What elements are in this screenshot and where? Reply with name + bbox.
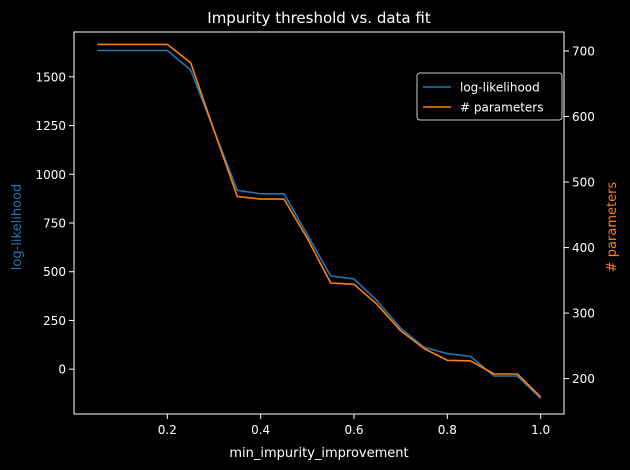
series-line-parameters	[97, 43, 542, 398]
legend: log-likelihood # parameters	[416, 72, 563, 121]
y-left-tick-label: 250	[43, 314, 66, 328]
legend-label: log-likelihood	[460, 81, 540, 95]
x-axis: 0.2 0.4 0.6 0.8 1.0	[158, 414, 550, 437]
y-right-tick-label: 200	[572, 372, 595, 386]
x-tick-label: 0.8	[438, 423, 457, 437]
y-axis-left-label: log-likelihood	[10, 184, 25, 270]
legend-label: # parameters	[460, 101, 543, 115]
y-right-tick-label: 500	[572, 176, 595, 190]
y-left-tick-label: 1250	[35, 119, 66, 133]
y-left-tick-label: 1000	[35, 168, 66, 182]
series-line-log-likelihood	[97, 49, 542, 399]
y-right-tick-label: 600	[572, 110, 595, 124]
y-right-tick-label: 700	[572, 45, 595, 59]
y-left-tick-label: 0	[58, 363, 66, 377]
x-tick-label: 1.0	[531, 423, 550, 437]
x-axis-label: min_impurity_improvement	[229, 446, 408, 461]
x-tick-label: 0.4	[251, 423, 270, 437]
y-axis-left: 0 250 500 750 1000 1250 1500	[35, 70, 74, 377]
y-axis-right: 200 300 400 500 600 700	[564, 45, 595, 386]
y-right-tick-label: 400	[572, 241, 595, 255]
y-left-tick-label: 500	[43, 265, 66, 279]
series-lines	[97, 43, 542, 399]
y-left-tick-label: 1500	[35, 70, 66, 84]
x-tick-label: 0.6	[344, 423, 363, 437]
x-tick-label: 0.2	[158, 423, 177, 437]
y-axis-right-label: # parameters	[605, 182, 620, 273]
legend-frame	[416, 72, 563, 121]
y-left-tick-label: 750	[43, 217, 66, 231]
y-right-tick-label: 300	[572, 307, 595, 321]
chart-title: Impurity threshold vs. data fit	[207, 9, 431, 27]
